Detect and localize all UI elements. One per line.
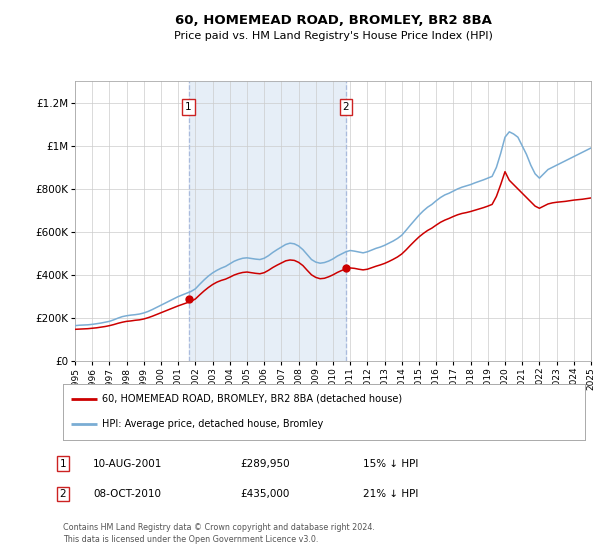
Text: 1: 1 <box>59 459 67 469</box>
Text: £289,950: £289,950 <box>240 459 290 469</box>
Bar <box>188 81 346 361</box>
Text: 2: 2 <box>59 489 67 499</box>
Text: Price paid vs. HM Land Registry's House Price Index (HPI): Price paid vs. HM Land Registry's House … <box>173 31 493 41</box>
Text: 60, HOMEMEAD ROAD, BROMLEY, BR2 8BA (detached house): 60, HOMEMEAD ROAD, BROMLEY, BR2 8BA (det… <box>102 394 402 404</box>
Text: 60, HOMEMEAD ROAD, BROMLEY, BR2 8BA: 60, HOMEMEAD ROAD, BROMLEY, BR2 8BA <box>175 14 491 27</box>
Text: Contains HM Land Registry data © Crown copyright and database right 2024.
This d: Contains HM Land Registry data © Crown c… <box>63 522 375 544</box>
Text: 21% ↓ HPI: 21% ↓ HPI <box>363 489 418 499</box>
Text: 10-AUG-2001: 10-AUG-2001 <box>93 459 163 469</box>
Text: £435,000: £435,000 <box>240 489 289 499</box>
Text: 08-OCT-2010: 08-OCT-2010 <box>93 489 161 499</box>
Text: 2: 2 <box>343 102 349 112</box>
Text: HPI: Average price, detached house, Bromley: HPI: Average price, detached house, Brom… <box>102 419 323 430</box>
Text: 15% ↓ HPI: 15% ↓ HPI <box>363 459 418 469</box>
Text: 1: 1 <box>185 102 192 112</box>
